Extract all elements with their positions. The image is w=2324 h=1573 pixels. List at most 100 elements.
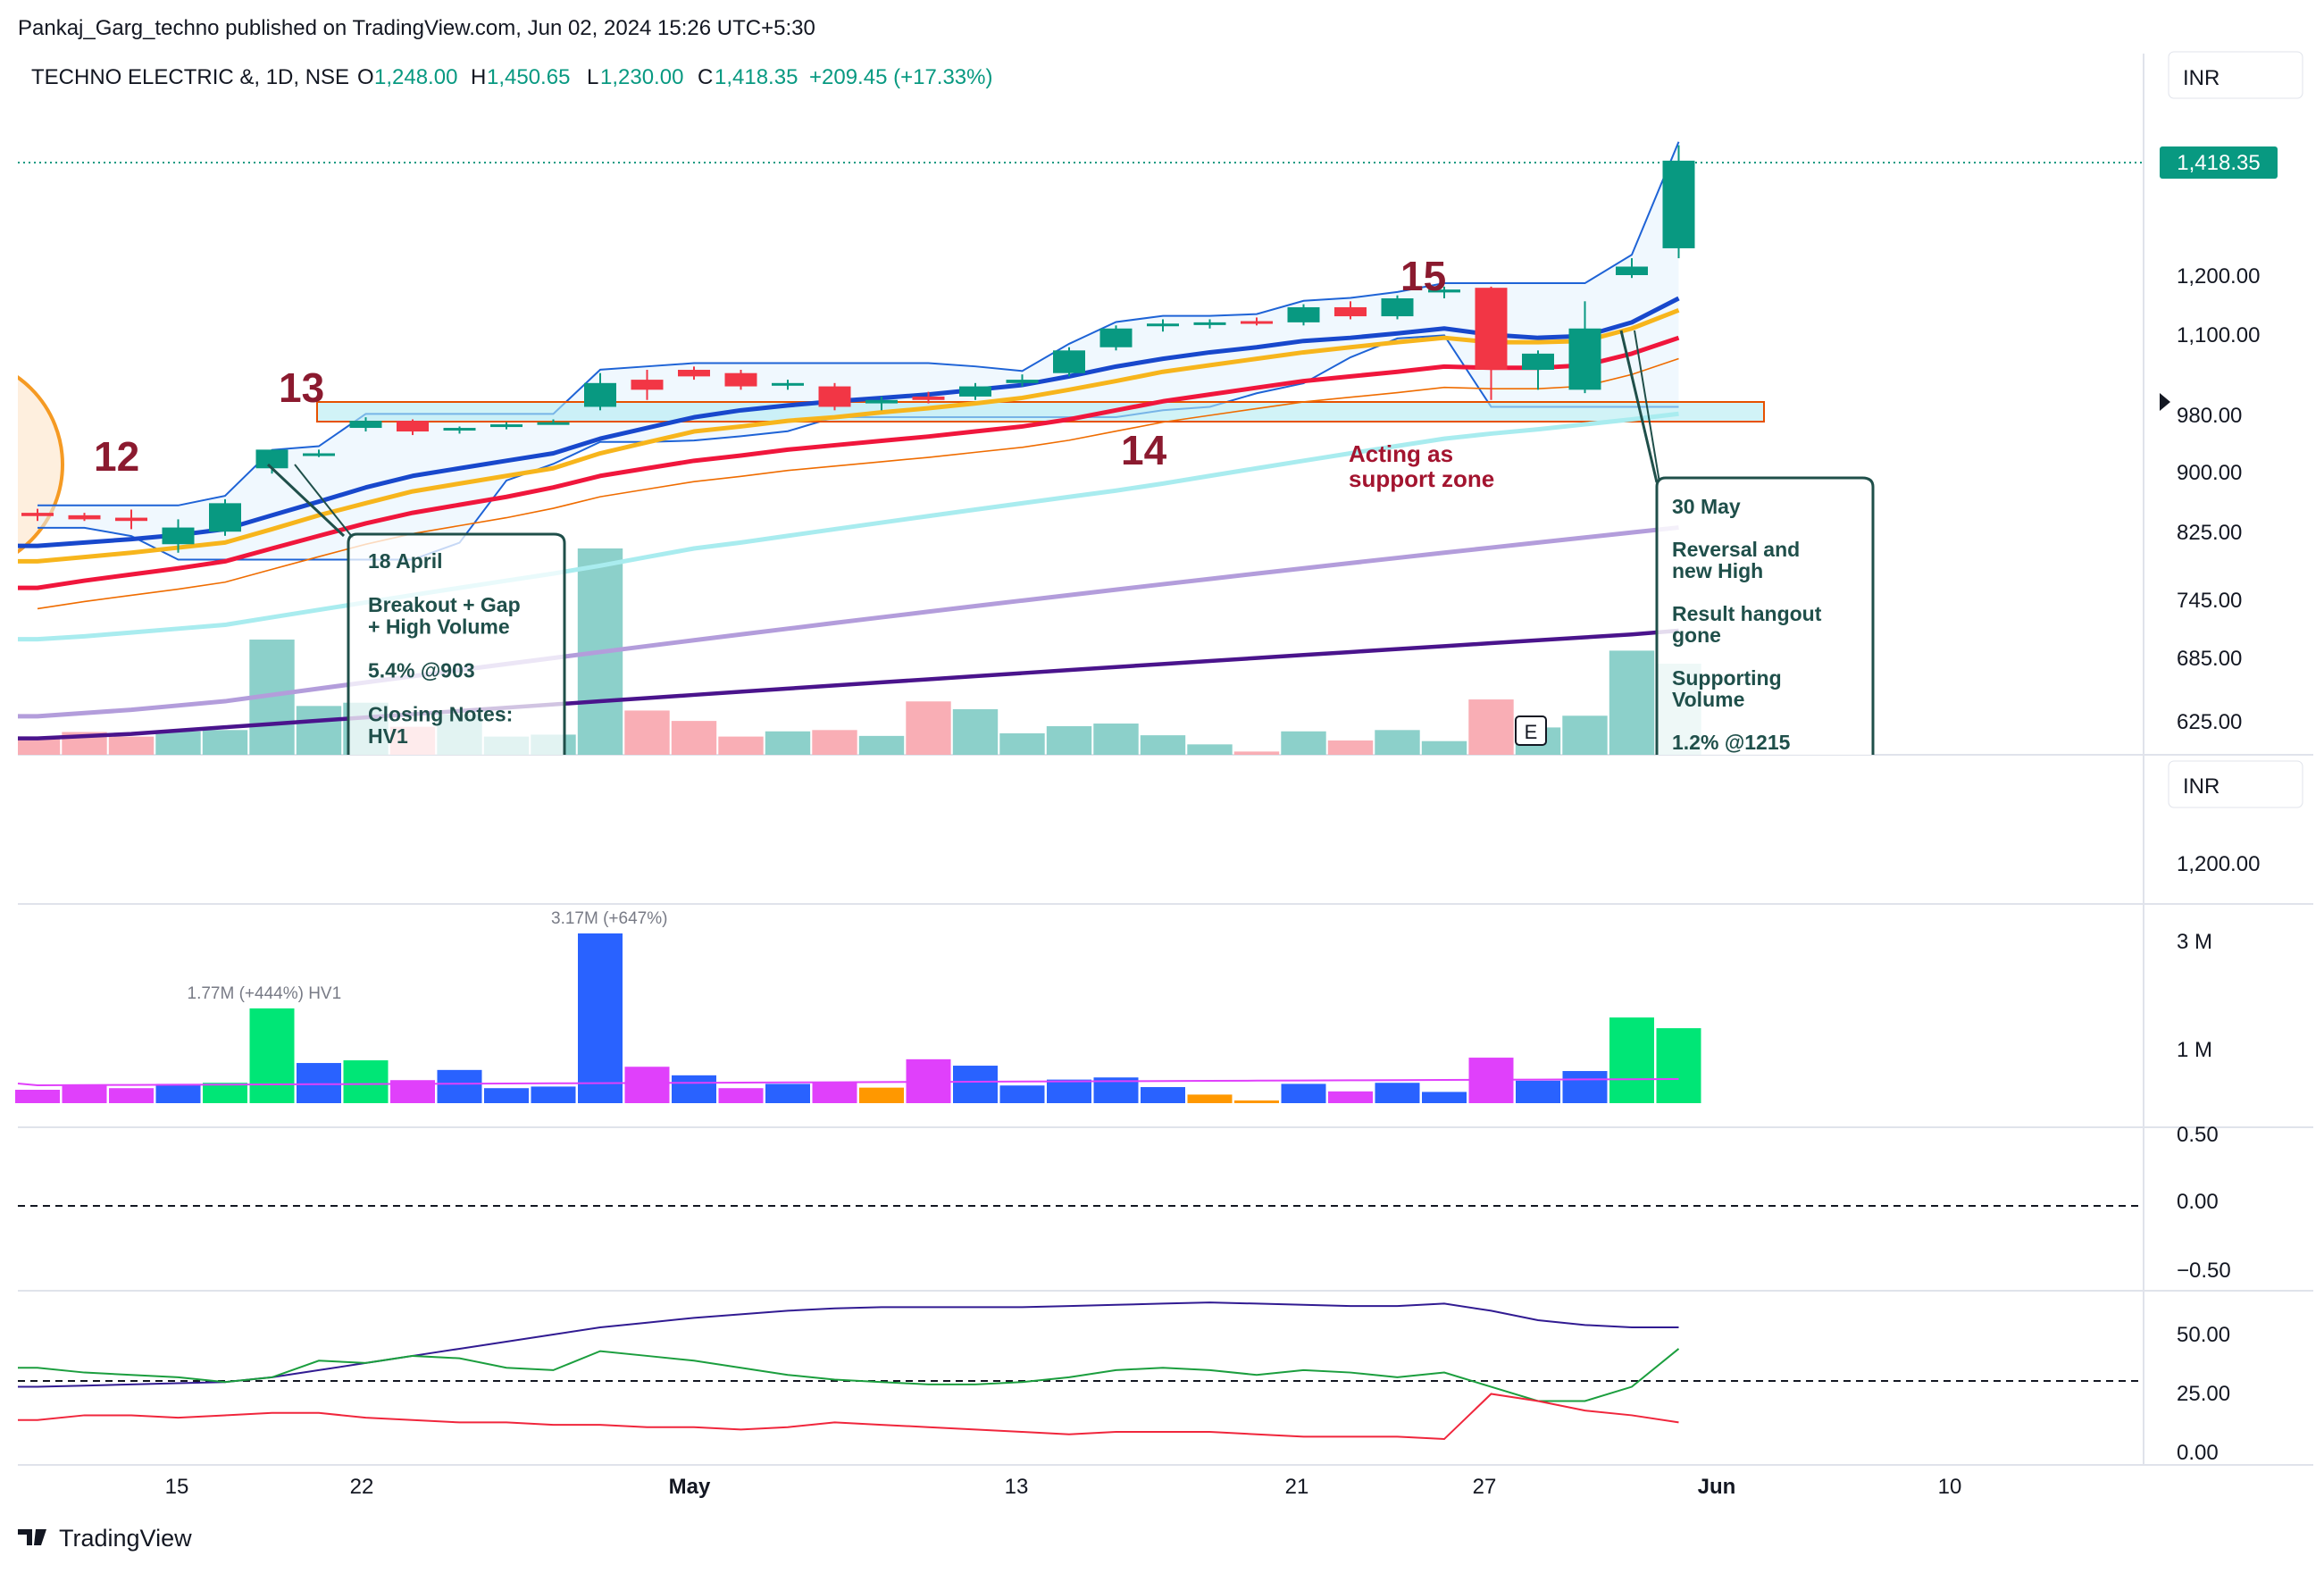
may-note-line: gone (1672, 623, 1721, 647)
time-axis-label: 21 (1285, 1475, 1309, 1499)
ma-cyan-line (18, 411, 1679, 642)
may-note-line: 1.2% @1215 (1672, 731, 1791, 754)
volume-bar (1281, 1084, 1326, 1103)
volume-bar (1141, 1087, 1185, 1103)
currency-button-pane2[interactable] (2168, 760, 2303, 808)
volume-bar (1609, 1017, 1654, 1103)
volume-overlay-bar (1375, 730, 1420, 755)
volume-overlay-bar (718, 736, 764, 755)
price-axis-label: 685.00 (2177, 647, 2242, 671)
price-channel (38, 141, 1680, 561)
volume-bar (765, 1084, 810, 1103)
volume-bar (15, 1090, 60, 1103)
candle (1381, 295, 1414, 320)
april-note-line: HV1 (368, 724, 408, 748)
volume-bar (859, 1087, 904, 1103)
adx-pane (18, 1301, 2144, 1441)
earnings-marker[interactable] (1515, 715, 1547, 746)
candle (584, 372, 616, 411)
may-note-line: Volume (1672, 688, 1744, 711)
volume-bar (109, 1088, 154, 1103)
ema-red-line (18, 335, 1680, 590)
volume-bar (1656, 1028, 1701, 1103)
candle (162, 519, 195, 553)
candle (1099, 325, 1133, 351)
april-note-line: Breakout + Gap (368, 593, 521, 616)
candle (724, 370, 757, 390)
candle (1053, 347, 1085, 377)
close-label: C (698, 65, 713, 89)
time-axis-label: 22 (350, 1475, 374, 1499)
volume-bar (1187, 1094, 1233, 1103)
candle (1475, 286, 1508, 400)
volume-axis-label: 1 M (2177, 1038, 2212, 1062)
pane2-axis-label: 1,200.00 (2177, 852, 2260, 876)
volume-overlay-bar (202, 730, 248, 755)
volume-bar (953, 1066, 998, 1103)
candle (1428, 286, 1460, 298)
volume-bar (718, 1088, 764, 1103)
candle (959, 382, 991, 400)
may-note-line: Supporting (1672, 666, 1782, 690)
time-axis-label: 13 (1005, 1475, 1029, 1499)
volume-overlay-bar (1233, 751, 1280, 755)
orange-ma-line (37, 357, 1679, 610)
volume-bar (249, 1008, 295, 1103)
volume-overlay-bar (671, 721, 717, 755)
candle (1241, 317, 1273, 326)
oscillator-axis-label: 0.00 (2177, 1190, 2219, 1214)
candle (209, 498, 241, 536)
volume-bar (437, 1069, 482, 1103)
volume-label-peak: 3.17M (+647%) (551, 909, 667, 928)
time-axis-label: 27 (1473, 1475, 1497, 1499)
currency-label: INR (2183, 66, 2220, 90)
volume-label-hv1: 1.77M (+444%) HV1 (188, 984, 342, 1003)
volume-bar (1328, 1091, 1373, 1103)
candle (865, 396, 898, 411)
close-value: 1,418.35 (715, 65, 798, 89)
price-axis-label: 745.00 (2177, 589, 2242, 613)
adx-axis-label: 25.00 (2177, 1382, 2230, 1406)
april-note-line: 5.4% @903 (368, 659, 475, 682)
callout-april: 18 April Breakout + Gap+ High Volume 5.4% … (266, 463, 566, 755)
volume-bar (1047, 1079, 1091, 1103)
publisher-text: Pankaj_Garg_techno published on TradingV… (18, 16, 815, 40)
candle (255, 449, 288, 474)
currency-button[interactable] (2168, 51, 2303, 99)
ma-purple-line (18, 628, 1679, 740)
candle (490, 422, 522, 430)
support-note-line2: support zone (1349, 465, 1494, 492)
wave-label-13: 13 (279, 364, 324, 411)
last-price-value: 1,418.35 (2177, 151, 2260, 175)
ma-lavender-line (18, 525, 1679, 719)
price-axis-label: 1,100.00 (2177, 323, 2260, 347)
price-axis-label: 1,200.00 (2177, 264, 2260, 289)
open-label: O (357, 65, 374, 89)
time-axis-label: 15 (165, 1475, 189, 1499)
wave-label-15: 15 (1400, 253, 1446, 299)
volume-overlay-bar (1187, 744, 1233, 755)
price-axis-label: 625.00 (2177, 710, 2242, 734)
candle (443, 426, 476, 434)
volume-overlay-bar (18, 738, 61, 755)
price-axis-label: 900.00 (2177, 461, 2242, 485)
volume-bar (578, 933, 623, 1103)
april-note-line: 18 April (368, 549, 443, 573)
symbol-title: TECHNO ELECTRIC &, 1D, NSE (31, 65, 349, 89)
candle (1662, 145, 1695, 259)
adx-axis-label: 50.00 (2177, 1323, 2230, 1347)
may-note-line: Result hangout (1672, 602, 1822, 625)
ema-yellow-line (18, 307, 1680, 564)
candle (1616, 258, 1648, 279)
volume-overlay-bar (858, 735, 905, 755)
candle (115, 509, 147, 530)
volume-overlay-bar (765, 731, 811, 755)
volume-axis-label: 3 M (2177, 930, 2212, 954)
high-label: H (471, 65, 486, 89)
tradingview-logo-text: TradingView (59, 1525, 192, 1552)
time-axis-label: 10 (1938, 1475, 1962, 1499)
volume-overlay-bar (624, 710, 670, 755)
candle (1006, 374, 1039, 387)
wave-label-14: 14 (1121, 427, 1167, 473)
